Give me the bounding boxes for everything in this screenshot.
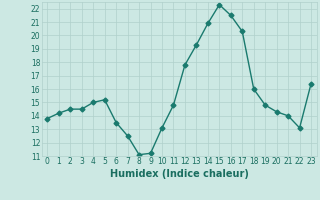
- X-axis label: Humidex (Indice chaleur): Humidex (Indice chaleur): [110, 169, 249, 179]
